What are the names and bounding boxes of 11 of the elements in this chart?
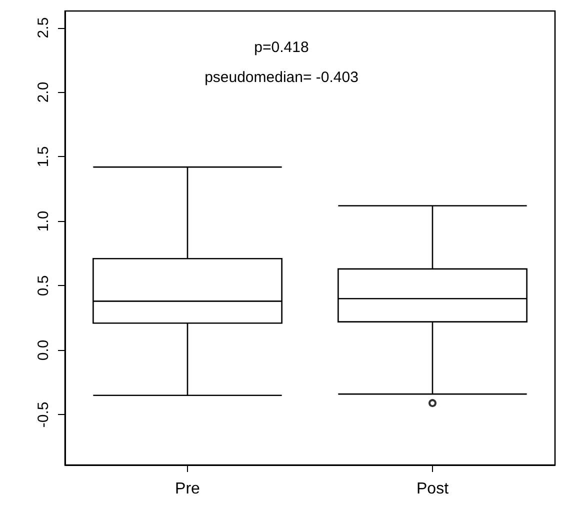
annotation: p=0.418 xyxy=(254,39,309,56)
y-tick-label: 2.0 xyxy=(35,82,52,103)
y-tick-label: 1.5 xyxy=(35,146,52,168)
x-tick-label: Pre xyxy=(175,480,200,498)
y-tick-label: -0.5 xyxy=(35,402,52,428)
y-tick-label: 0.0 xyxy=(35,340,52,361)
y-tick-label: 1.0 xyxy=(35,210,52,232)
annotation: pseudomedian= -0.403 xyxy=(204,69,358,86)
x-tick-label: Post xyxy=(416,480,450,498)
y-tick-label: 0.5 xyxy=(35,275,52,296)
y-tick-label: 2.5 xyxy=(35,17,52,38)
